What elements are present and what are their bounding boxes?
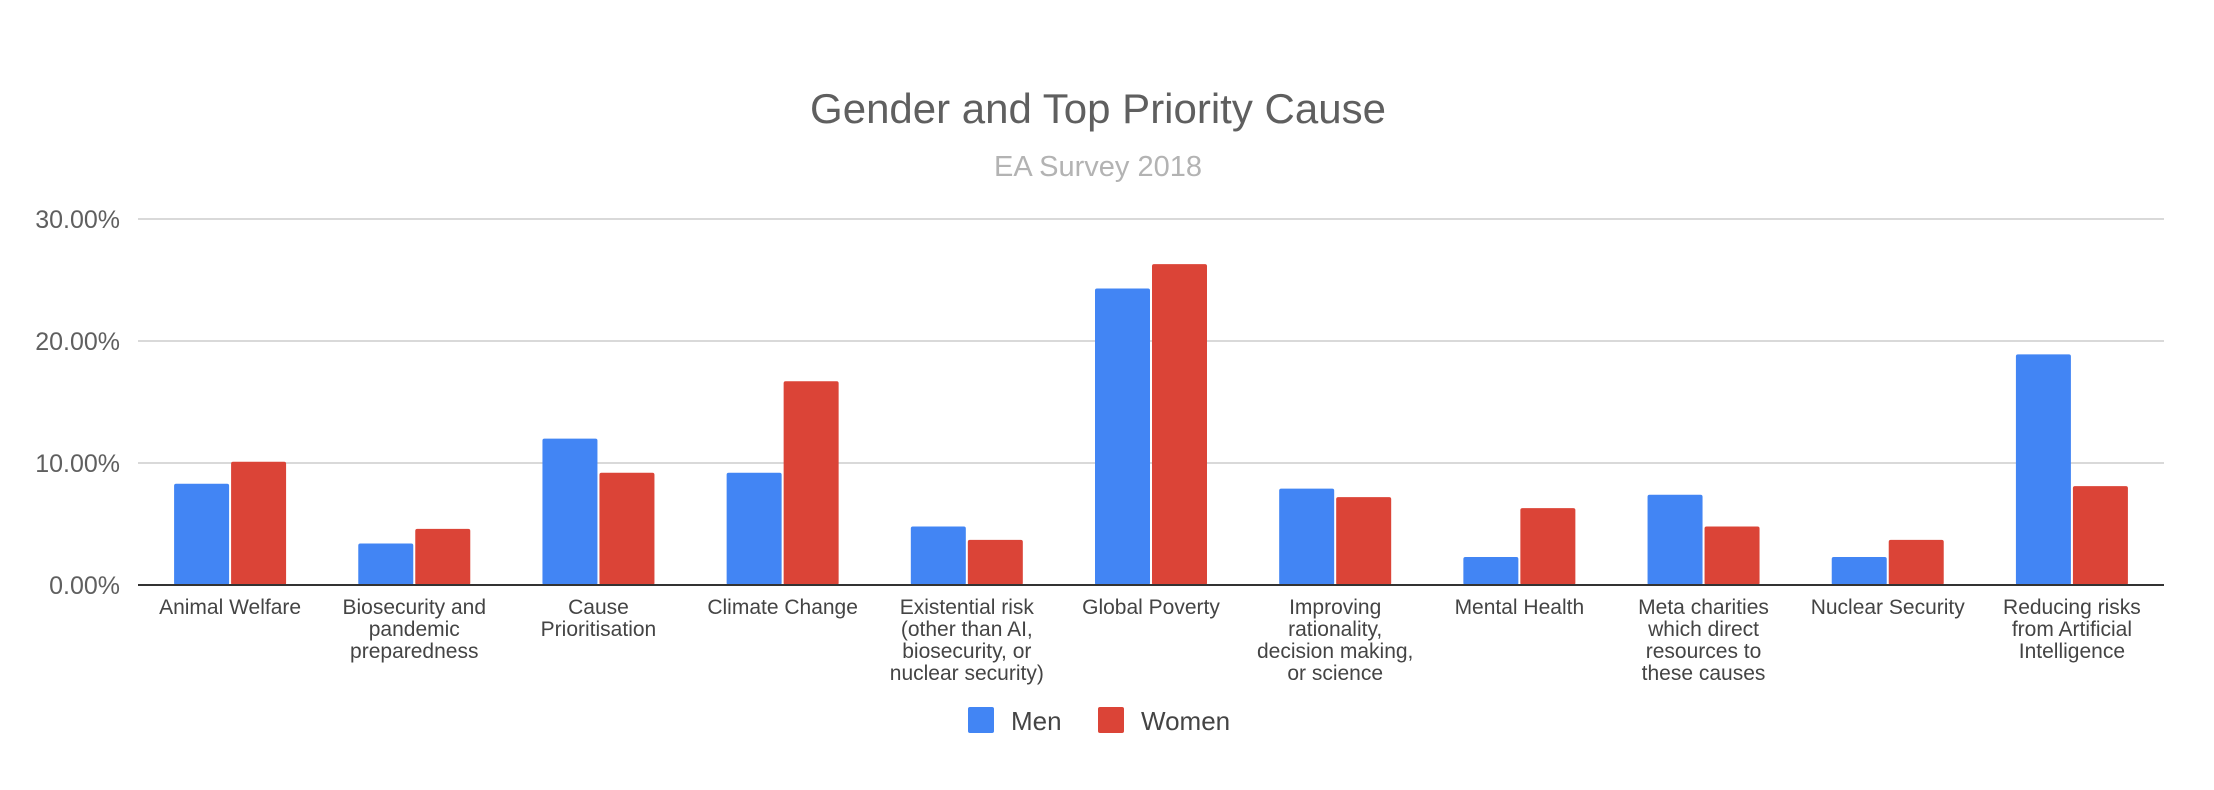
x-tick-label-line: Mental Health [1455,596,1585,619]
x-tick-label: Meta charities which direct resources to th… [1638,596,1769,685]
x-tick-label-line: or science [1287,662,1383,685]
x-tick-label-line: Cause [568,596,629,619]
x-tick-label-line: nuclear security) [890,662,1044,685]
x-tick-label-line: from Artificial [2012,618,2132,641]
x-tick-label: Biosecurity and pandemic preparedness [342,596,486,663]
x-tick-label-line: preparedness [350,640,478,663]
bar-men [1463,556,1519,585]
x-tick-label-line: (other than AI, [901,618,1033,641]
x-tick-label: Global Poverty [1082,596,1220,619]
x-tick-label: Existential risk (other than AI, biosecuri… [890,596,1044,685]
bar-men [1279,488,1335,585]
y-tick-label: 30.00% [35,206,120,234]
bar-men [1095,288,1150,585]
x-tick-label-line: pandemic [369,618,460,641]
bar-women [1888,539,1944,585]
bar-women [1704,526,1760,585]
y-tick-label: 20.00% [35,328,120,356]
bar-men [910,526,966,585]
x-tick-label: Reducing risks from Artificial Intelligenc… [2003,596,2141,663]
x-tick-label: Climate Change [707,596,858,619]
y-tick-label: 10.00% [35,450,120,478]
legend-label-men: Men [1011,706,1062,736]
bar-men [1831,556,1887,585]
bar-women [967,539,1023,585]
bar-women [1336,497,1392,585]
x-tick-label-line: Meta charities [1638,596,1769,619]
legend: Men Women [968,706,1230,736]
x-tick-label-line: Animal Welfare [159,596,301,619]
x-tick-label-line: which direct [1647,618,1759,641]
bar-women [783,381,839,585]
bar-men [726,472,782,585]
x-tick-label-line: Climate Change [707,596,858,619]
x-tick-label-line: Reducing risks [2003,596,2141,619]
legend-swatch-women [1098,707,1124,733]
x-tick-label-line: Biosecurity and [342,596,486,619]
chart-title: Gender and Top Priority Cause [810,85,1386,132]
legend-label-women: Women [1141,706,1230,736]
bar-women [231,461,287,585]
x-tick-label-line: resources to [1646,640,1762,663]
x-tick-label: Cause Prioritisation [541,596,657,641]
x-tick-label: Mental Health [1455,596,1585,619]
bar-women [1152,264,1207,585]
x-tick-label-line: Prioritisation [541,618,657,641]
bar-men [2015,354,2071,585]
x-tick-label-line: these causes [1642,662,1766,685]
y-tick-label: 0.00% [49,572,120,600]
bar-men [174,483,230,585]
y-axis-ticks: 0.00% 10.00% 20.00% 30.00% [35,206,120,600]
bar-women [2072,486,2128,585]
x-tick-label-line: biosecurity, or [902,640,1031,663]
bar-men [542,438,598,585]
x-tick-label-line: Existential risk [900,596,1035,619]
bars [174,264,2128,585]
x-tick-label: Animal Welfare [159,596,301,619]
legend-swatch-men [968,707,994,733]
x-tick-label: Improving rationality, decision making, or … [1257,596,1413,685]
gridlines [138,218,2164,464]
bar-women [599,472,655,585]
x-tick-label-line: Intelligence [2019,640,2125,663]
chart-subtitle: EA Survey 2018 [994,151,1202,183]
x-tick-label-line: Nuclear Security [1811,596,1966,619]
bar-women [1520,508,1576,585]
x-tick-label-line: Improving [1289,596,1381,619]
x-tick-label-line: decision making, [1257,640,1413,663]
bar-men [358,543,414,585]
x-tick-label-line: Global Poverty [1082,596,1220,619]
x-axis-ticks: Animal Welfare Biosecurity and pandemic pre… [159,596,2141,685]
bar-women [415,528,471,585]
x-tick-label: Nuclear Security [1811,596,1966,619]
bar-men [1647,494,1703,585]
x-tick-label-line: rationality, [1288,618,1382,641]
